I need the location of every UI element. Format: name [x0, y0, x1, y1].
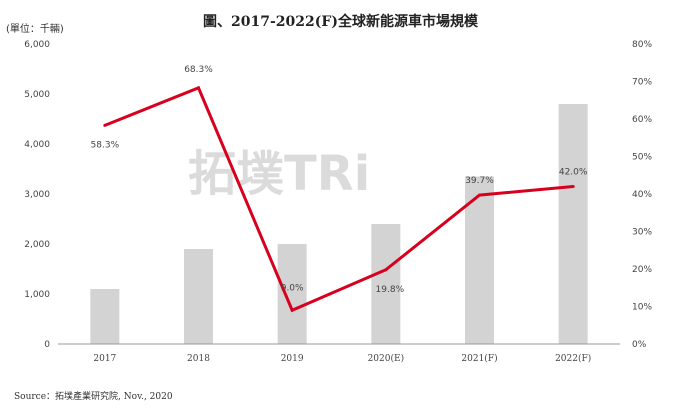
left-axis: 0 1,000 2,000 3,000 4,000 5,000 6,000: [24, 40, 50, 350]
watermark-logo: 拓墣TRi: [188, 146, 370, 202]
x-axis-tick-label: 2022(F): [555, 353, 591, 364]
left-axis-tick-label: 3,000: [24, 190, 50, 200]
right-axis-tick-label: 80%: [632, 40, 652, 50]
line-point: [571, 185, 575, 188]
bar: [184, 249, 213, 344]
line-point: [290, 308, 294, 312]
line-data-label: 58.3%: [91, 140, 120, 150]
line-data-label: 9.0%: [281, 283, 304, 293]
line-data-label: 39.7%: [465, 176, 494, 186]
bar: [558, 104, 588, 344]
x-axis-tick-label: 2019: [281, 354, 304, 364]
line-data-label: 42.0%: [559, 168, 588, 178]
bar: [90, 289, 120, 344]
x-axis-tick-label: 2017: [93, 354, 116, 364]
unit-label: (單位：千輛): [6, 24, 64, 35]
line-point: [197, 86, 200, 90]
right-axis-tick-label: 40%: [632, 190, 652, 200]
x-axis: 2017 2018 2019 2020(E) 2021(F) 2022(F): [58, 343, 620, 364]
right-axis-tick-label: 60%: [632, 115, 652, 125]
x-axis-tick-label: 2020(E): [368, 353, 405, 364]
left-axis-tick-label: 0: [44, 340, 50, 350]
right-axis-tick-label: 30%: [632, 228, 652, 238]
x-axis-tick-label: 2021(F): [461, 353, 497, 364]
x-axis-tick-label: 2018: [187, 354, 210, 364]
line-point: [478, 193, 481, 197]
left-axis-tick-label: 2,000: [24, 240, 50, 250]
chart-title: 圖、2017-2022(F)全球新能源車市場規模: [203, 14, 478, 30]
left-axis-tick-label: 6,000: [24, 40, 50, 50]
left-axis-tick-label: 5,000: [24, 90, 50, 100]
line-data-label: 68.3%: [184, 65, 213, 75]
line-series: 58.3% 68.3% 9.0% 19.8% 39.7% 42.0%: [91, 65, 588, 313]
line-point: [384, 268, 388, 272]
right-axis-tick-label: 20%: [632, 265, 652, 275]
bar: [277, 244, 307, 344]
left-axis-tick-label: 1,000: [24, 290, 50, 300]
left-axis-tick-label: 4,000: [24, 140, 50, 150]
right-axis-tick-label: 10%: [632, 303, 652, 313]
bar-series: [90, 104, 588, 344]
bar: [371, 224, 401, 344]
source-note: Source：拓墣產業研究院, Nov., 2020: [14, 392, 173, 402]
right-axis-tick-label: 0%: [632, 340, 647, 350]
line-data-label: 19.8%: [376, 285, 405, 295]
right-axis: 0% 10% 20% 30% 40% 50% 60% 70% 80%: [632, 40, 652, 350]
right-axis-tick-label: 50%: [632, 153, 652, 163]
right-axis-tick-label: 70%: [632, 78, 652, 88]
line-point: [103, 123, 107, 127]
growth-line: [104, 85, 574, 313]
